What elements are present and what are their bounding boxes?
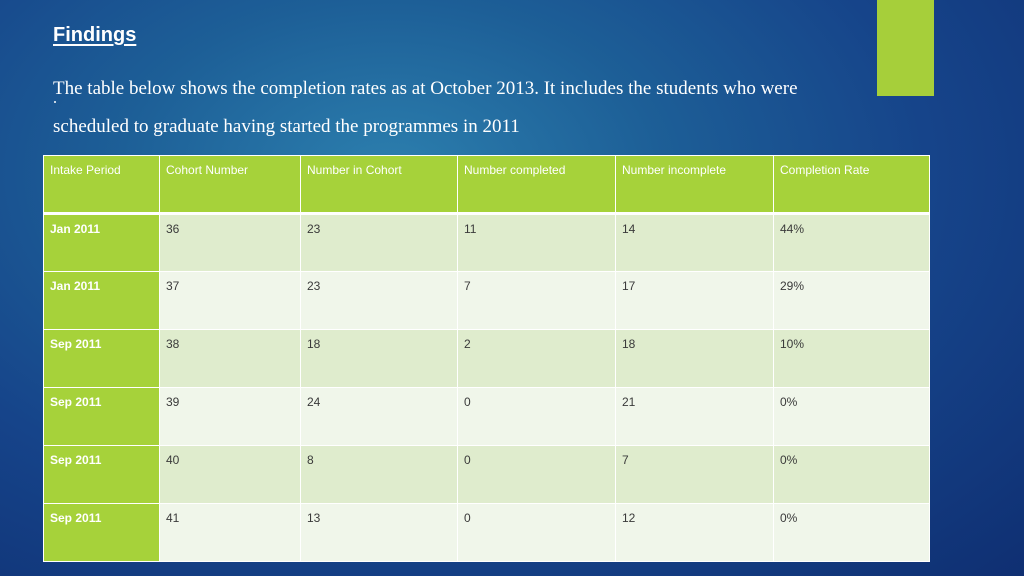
- table-row: Sep 2011 38 18 2 18 10%: [43, 329, 930, 388]
- accent-bar: [877, 0, 934, 96]
- header-completion-rate: Completion Rate: [773, 155, 930, 214]
- cell-completion-rate: 0%: [773, 387, 930, 446]
- intro-text-line-1: The table below shows the completion rat…: [53, 78, 798, 99]
- table-row: Sep 2011 39 24 0 21 0%: [43, 387, 930, 446]
- header-cohort-number: Cohort Number: [159, 155, 301, 214]
- header-number-in-cohort: Number in Cohort: [300, 155, 458, 214]
- cell-number-completed: 0: [457, 503, 616, 562]
- cell-cohort-number: 38: [159, 329, 301, 388]
- cell-intake-period: Sep 2011: [43, 445, 160, 504]
- cell-completion-rate: 10%: [773, 329, 930, 388]
- table-header-row: Intake Period Cohort Number Number in Co…: [43, 155, 930, 214]
- cell-number-completed: 0: [457, 445, 616, 504]
- cell-number-completed: 11: [457, 213, 616, 272]
- cell-number-incomplete: 7: [615, 445, 774, 504]
- cell-intake-period: Sep 2011: [43, 387, 160, 446]
- cell-number-incomplete: 21: [615, 387, 774, 446]
- table-row: Jan 2011 37 23 7 17 29%: [43, 271, 930, 330]
- cell-number-completed: 2: [457, 329, 616, 388]
- table-row: Jan 2011 36 23 11 14 44%: [43, 213, 930, 272]
- completion-rates-table: Intake Period Cohort Number Number in Co…: [43, 155, 930, 562]
- cell-cohort-number: 39: [159, 387, 301, 446]
- table-row: Sep 2011 41 13 0 12 0%: [43, 503, 930, 562]
- header-intake-period: Intake Period: [43, 155, 160, 214]
- cell-intake-period: Jan 2011: [43, 271, 160, 330]
- slide-title: Findings: [53, 24, 137, 46]
- cell-completion-rate: 29%: [773, 271, 930, 330]
- cell-completion-rate: 0%: [773, 503, 930, 562]
- cell-number-in-cohort: 23: [300, 213, 458, 272]
- cell-completion-rate: 0%: [773, 445, 930, 504]
- cell-number-incomplete: 12: [615, 503, 774, 562]
- header-number-incomplete: Number incomplete: [615, 155, 774, 214]
- cell-intake-period: Sep 2011: [43, 329, 160, 388]
- intro-text-line-2: scheduled to graduate having started the…: [53, 116, 520, 137]
- cell-number-in-cohort: 23: [300, 271, 458, 330]
- cell-number-completed: 0: [457, 387, 616, 446]
- cell-number-in-cohort: 18: [300, 329, 458, 388]
- header-number-completed: Number completed: [457, 155, 616, 214]
- table-row: Sep 2011 40 8 0 7 0%: [43, 445, 930, 504]
- cell-number-in-cohort: 8: [300, 445, 458, 504]
- cell-number-in-cohort: 24: [300, 387, 458, 446]
- cell-cohort-number: 37: [159, 271, 301, 330]
- cell-number-incomplete: 17: [615, 271, 774, 330]
- cell-number-completed: 7: [457, 271, 616, 330]
- cell-number-incomplete: 14: [615, 213, 774, 272]
- cell-completion-rate: 44%: [773, 213, 930, 272]
- cell-number-in-cohort: 13: [300, 503, 458, 562]
- bullet-dot: [54, 101, 56, 103]
- cell-cohort-number: 41: [159, 503, 301, 562]
- cell-intake-period: Jan 2011: [43, 213, 160, 272]
- cell-cohort-number: 40: [159, 445, 301, 504]
- cell-cohort-number: 36: [159, 213, 301, 272]
- cell-intake-period: Sep 2011: [43, 503, 160, 562]
- cell-number-incomplete: 18: [615, 329, 774, 388]
